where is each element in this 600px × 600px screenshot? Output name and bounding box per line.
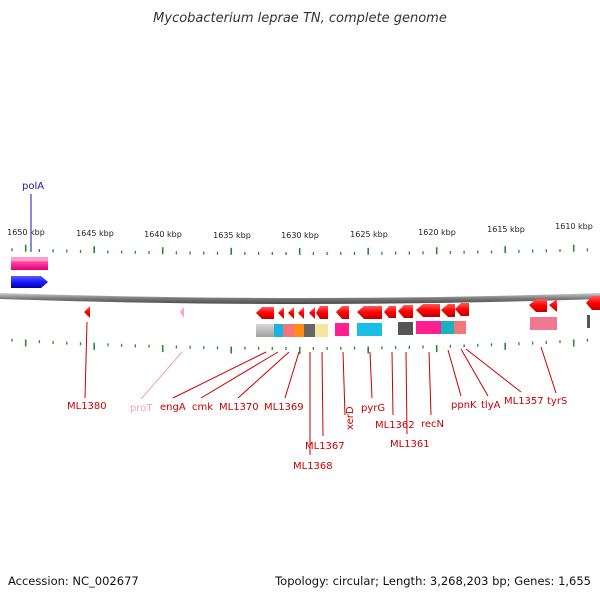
gene-label-recn: recN	[421, 419, 444, 430]
tick-label: 1645 kbp	[76, 229, 114, 238]
gene-label-prot: proT	[130, 403, 153, 414]
genome-backbone	[0, 293, 600, 304]
gene-arrow	[549, 299, 557, 312]
gene-arrow	[416, 304, 440, 317]
gene-arrow	[336, 306, 349, 319]
label-connector	[540, 346, 557, 394]
gene-label-xerd: xerD	[345, 406, 356, 430]
label-connectors	[30, 194, 557, 455]
gene-arrow	[357, 306, 382, 319]
label-connector	[447, 349, 462, 397]
gene-arrow	[529, 299, 547, 312]
category-box	[256, 324, 274, 337]
category-box	[335, 323, 349, 336]
category-box	[315, 324, 328, 337]
gene-label-ppnk: ppnK	[451, 400, 477, 411]
label-connector	[200, 351, 279, 399]
gene-arrow	[298, 307, 304, 319]
category-box	[587, 315, 590, 328]
category-box	[454, 321, 466, 334]
tick-label: 1620 kbp	[418, 228, 456, 237]
gene-arrow	[288, 307, 294, 319]
map-title: Mycobacterium leprae TN, complete genome	[153, 11, 447, 26]
category-box	[416, 321, 441, 334]
gene-label-polA: polA	[22, 181, 44, 192]
forward-feature-box	[11, 257, 48, 261]
gene-arrow	[278, 307, 284, 319]
category-box	[304, 324, 315, 337]
label-connector	[465, 348, 522, 393]
category-box	[357, 323, 382, 336]
gene-arrow	[84, 306, 90, 318]
label-connector	[172, 351, 267, 399]
category-boxes	[256, 315, 590, 337]
category-box	[283, 324, 294, 337]
tick-label: 1610 kbp	[555, 222, 593, 231]
gene-arrow	[441, 304, 455, 317]
category-box	[398, 322, 413, 335]
scale-ticks-lower	[11, 338, 589, 354]
gene-arrow	[586, 296, 600, 310]
gene-label-ml1362: ML1362	[375, 420, 415, 431]
gene-arrow	[309, 307, 315, 319]
category-box	[441, 321, 454, 334]
label-connector	[140, 351, 183, 400]
forward-gene-arrow	[11, 276, 48, 288]
category-box	[294, 324, 304, 337]
gene-arrow	[455, 303, 469, 316]
accession-text: Accession: NC_002677	[8, 574, 139, 588]
tick-label: 1615 kbp	[487, 225, 525, 234]
gene-label-ml1368: ML1368	[293, 461, 333, 472]
label-connector	[284, 351, 300, 399]
gene-arrow	[256, 307, 274, 319]
gene-label-enga: engA	[160, 402, 186, 413]
label-connector	[405, 351, 408, 435]
label-connector	[237, 351, 290, 399]
scale-labels: 1650 kbp 1645 kbp 1640 kbp 1635 kbp 1630…	[7, 222, 593, 240]
forward-features	[11, 257, 48, 288]
tick-label: 1625 kbp	[350, 230, 388, 239]
label-connector	[321, 351, 324, 437]
label-connector	[391, 351, 394, 416]
tick-label: 1635 kbp	[213, 231, 251, 240]
gene-arrow	[398, 305, 413, 318]
reverse-gene-arrows	[84, 296, 600, 319]
gene-label-ml1357: ML1357	[504, 396, 544, 407]
gene-label-tyrs: tyrS	[547, 396, 567, 407]
label-connector	[460, 348, 489, 397]
gene-label-ml1369: ML1369	[264, 402, 304, 413]
label-connector	[428, 351, 432, 416]
gene-arrow	[180, 307, 184, 318]
label-connector	[84, 321, 88, 399]
gene-label-pyrg: pyrG	[361, 403, 385, 414]
tick-label: 1650 kbp	[7, 228, 45, 237]
label-connector	[369, 351, 373, 399]
gene-arrow	[316, 306, 328, 319]
gene-label-ml1361: ML1361	[390, 439, 430, 450]
label-connector	[342, 351, 346, 416]
tick-label: 1630 kbp	[281, 231, 319, 240]
gene-arrow	[384, 306, 396, 318]
category-box	[530, 317, 557, 330]
gene-labels: polA ML1380 proT engA cmk ML1370 ML1369 …	[22, 181, 567, 472]
gene-label-cmk: cmk	[192, 402, 213, 413]
gene-label-tlya: tlyA	[481, 400, 501, 411]
topology-text: Topology: circular; Length: 3,268,203 bp…	[275, 574, 591, 588]
category-box	[274, 324, 283, 337]
tick-label: 1640 kbp	[144, 230, 182, 239]
gene-label-ml1380: ML1380	[67, 401, 107, 412]
gene-label-ml1370: ML1370	[219, 402, 259, 413]
scale-ticks-upper	[11, 244, 589, 255]
gene-label-ml1367: ML1367	[305, 441, 345, 452]
